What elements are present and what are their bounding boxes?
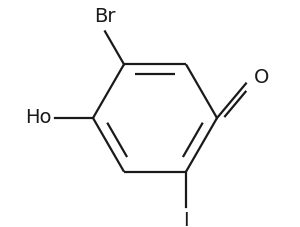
Text: Ho: Ho [26, 109, 52, 128]
Text: Br: Br [94, 7, 116, 26]
Text: O: O [254, 68, 269, 87]
Text: I: I [183, 211, 189, 227]
